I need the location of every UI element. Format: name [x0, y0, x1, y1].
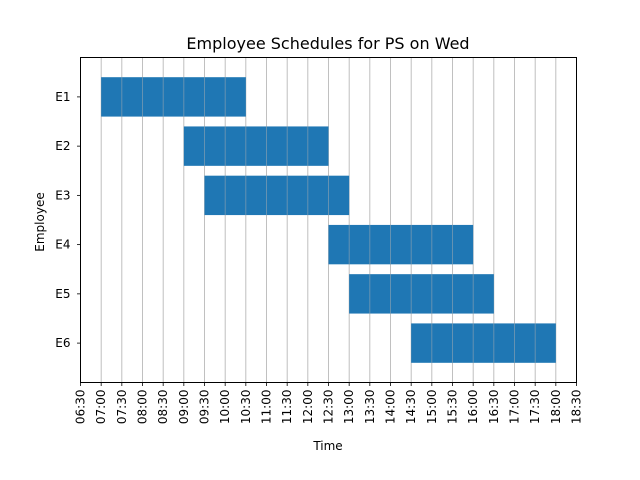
x-tick-label: 18:00: [549, 390, 563, 425]
y-axis-label: Employee: [33, 192, 47, 251]
x-tick-label: 07:00: [94, 390, 108, 425]
y-axis-ticks: E1 E2 E3 E4 E5 E6: [55, 90, 81, 350]
bars: [101, 77, 556, 363]
y-tick-label: E2: [55, 139, 70, 153]
x-tick-label: 08:30: [156, 390, 170, 425]
x-tick-label: 18:30: [570, 390, 584, 425]
y-tick-label: E5: [55, 287, 70, 301]
x-tick-label: 16:30: [487, 390, 501, 425]
schedule-bar-e6: [411, 323, 556, 363]
x-tick-label: 10:30: [239, 390, 253, 425]
schedule-bar-e5: [349, 274, 494, 314]
x-tick-label: 14:00: [384, 390, 398, 425]
x-tick-label: 09:00: [177, 390, 191, 425]
y-tick-label: E3: [55, 188, 70, 202]
x-tick-label: 07:30: [115, 390, 129, 425]
x-tick-label: 11:00: [260, 390, 274, 425]
x-tick-label: 11:30: [280, 390, 294, 425]
x-axis-label: Time: [312, 439, 342, 453]
x-tick-label: 12:00: [301, 390, 315, 425]
y-tick-label: E4: [55, 238, 70, 252]
schedule-bar-e4: [328, 224, 474, 265]
x-tick-label: 14:30: [404, 390, 418, 425]
x-tick-label: 13:00: [342, 390, 356, 425]
y-tick-label: E1: [55, 90, 70, 104]
schedule-bar-e2: [183, 126, 329, 166]
x-tick-label: 15:00: [425, 390, 439, 425]
schedule-bar-e3: [204, 175, 350, 216]
x-tick-label: 15:30: [446, 390, 460, 425]
x-tick-label: 06:30: [74, 390, 88, 425]
x-tick-label: 17:00: [508, 390, 522, 425]
chart-title: Employee Schedules for PS on Wed: [186, 34, 469, 53]
x-tick-label: 17:30: [528, 390, 542, 425]
x-tick-label: 16:00: [466, 390, 480, 425]
x-tick-label: 09:30: [198, 390, 212, 425]
schedule-bar-e1: [101, 77, 246, 117]
x-tick-label: 13:30: [363, 390, 377, 425]
y-tick-label: E6: [55, 336, 70, 350]
x-tick-label: 12:30: [322, 390, 336, 425]
x-tick-label: 08:00: [136, 390, 150, 425]
x-axis-ticks: 06:30 07:00 07:30 08:00 08:30 09:00 09:30 10:00…: [74, 382, 584, 425]
x-tick-label: 10:00: [218, 390, 232, 425]
